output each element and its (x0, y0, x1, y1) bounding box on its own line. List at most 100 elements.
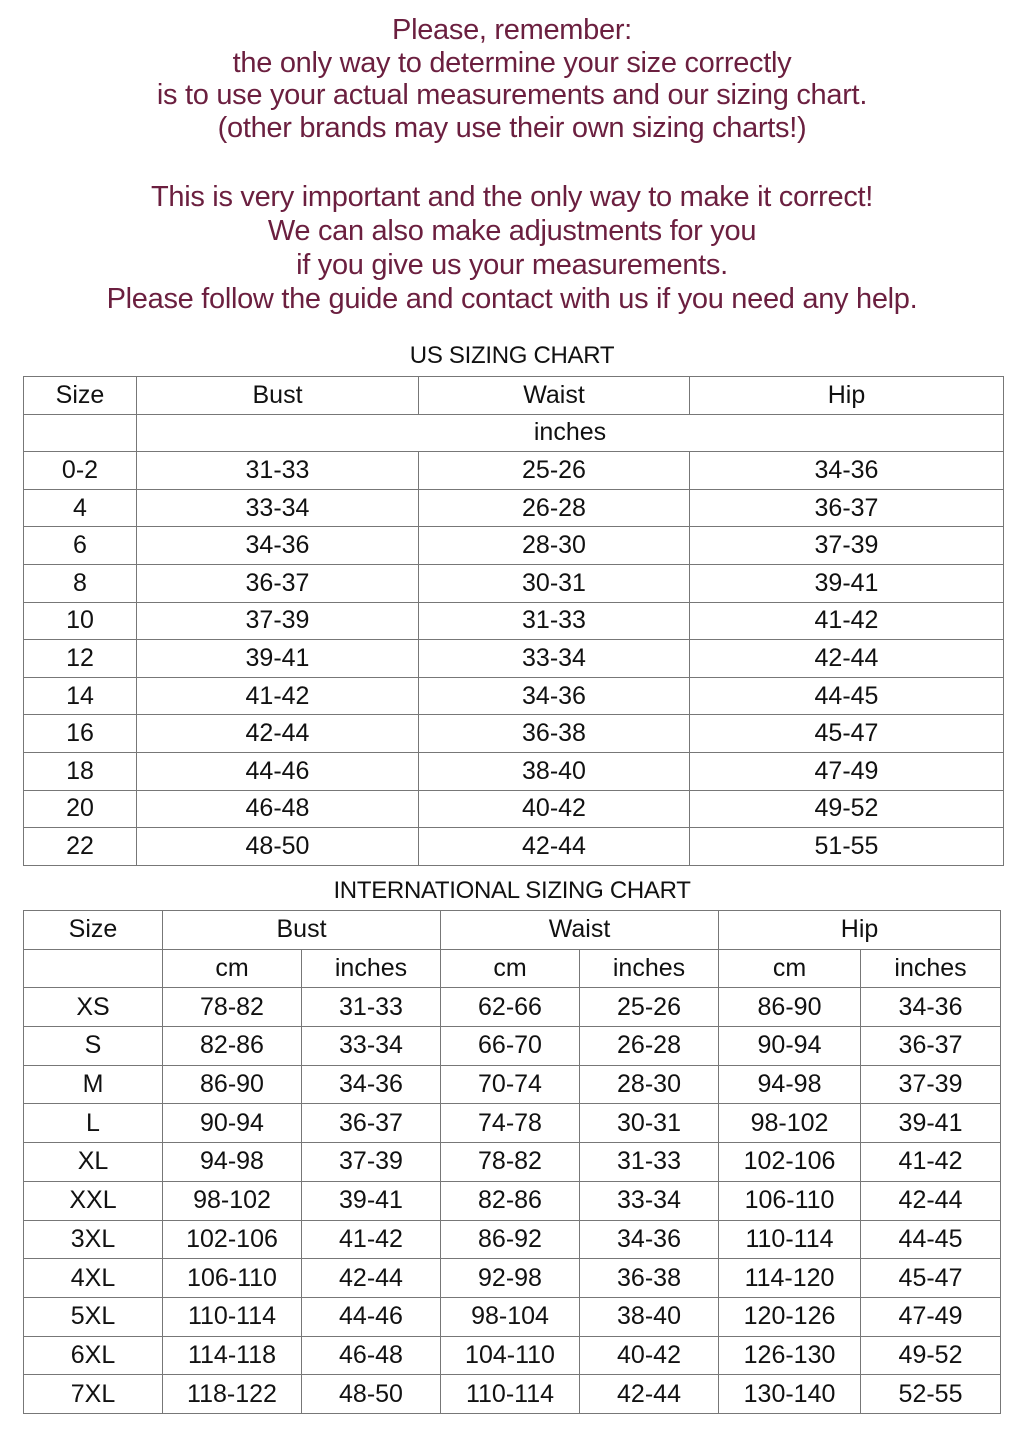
measurement-cell: 70-74 (440, 1064, 580, 1105)
measurement-cell: 46-48 (301, 1335, 441, 1376)
table-row: 6 34-36 28-30 37-39 (23, 526, 1004, 565)
table-row: 4 33-34 26-28 36-37 (23, 488, 1004, 528)
size-cell: 0-2 (23, 451, 137, 490)
measurement-cell: 40-42 (578, 1335, 720, 1376)
measurement-cell: 37-39 (689, 526, 1004, 565)
measurement-cell: 120-126 (718, 1296, 862, 1337)
notice-line: is to use your actual measurements and o… (156, 79, 868, 111)
measurement-cell: 110-114 (718, 1219, 862, 1260)
measurement-cell: 48-50 (136, 827, 419, 866)
us-sizing-table: Size Bust Waist Hip inches 0-2 31-33 25-26… (23, 376, 1004, 866)
size-cell: XL (23, 1142, 163, 1182)
table-row: 3XL 102-106 41-42 86-92 34-36 110-114 44-45 (23, 1219, 1002, 1260)
measurement-cell: 52-55 (860, 1374, 1002, 1414)
measurement-cell: 118-122 (162, 1374, 302, 1414)
size-cell: 18 (23, 751, 137, 791)
notice-paragraph-1: Please, remember: the only way to determ… (0, 14, 1024, 144)
size-cell: S (23, 1026, 163, 1066)
size-cell: 6XL (23, 1335, 163, 1376)
measurement-cell: 45-47 (689, 714, 1004, 753)
measurement-cell: 31-33 (578, 1142, 720, 1182)
measurement-cell: 82-86 (162, 1026, 302, 1066)
unit-label: inches (136, 413, 1004, 453)
unit-row: cm inches cm inches cm inches (23, 948, 1002, 989)
measurement-cell: 86-92 (440, 1219, 580, 1260)
measurement-cell: 36-37 (860, 1026, 1002, 1066)
size-cell: 14 (23, 676, 137, 716)
table-row: 4XL 106-110 42-44 92-98 36-38 114-120 45-47 (23, 1258, 1002, 1298)
intro-notice: Please, remember: the only way to determ… (0, 14, 1024, 316)
measurement-cell: 104-110 (440, 1335, 580, 1376)
measurement-cell: 34-36 (136, 526, 419, 565)
size-cell: 12 (23, 639, 137, 678)
size-cell: XXL (23, 1180, 163, 1221)
table-row: 7XL 118-122 48-50 110-114 42-44 130-140 52-55 (23, 1374, 1002, 1414)
measurement-cell: 90-94 (162, 1103, 302, 1144)
unit-row: inches (23, 413, 1004, 453)
measurement-cell: 62-66 (440, 987, 580, 1028)
measurement-cell: 30-31 (578, 1103, 720, 1144)
measurement-cell: 34-36 (578, 1219, 720, 1260)
measurement-cell: 39-41 (136, 639, 419, 678)
measurement-cell: 42-44 (860, 1180, 1002, 1221)
measurement-cell: 98-104 (440, 1296, 580, 1337)
measurement-cell: 31-33 (418, 601, 690, 641)
measurement-cell: 39-41 (301, 1180, 441, 1221)
measurement-cell: 45-47 (860, 1258, 1002, 1298)
measurement-cell: 31-33 (301, 987, 441, 1028)
measurement-cell: 126-130 (718, 1335, 862, 1376)
measurement-cell: 40-42 (418, 789, 690, 829)
unit-label: cm (440, 948, 580, 989)
measurement-cell: 26-28 (418, 488, 690, 528)
measurement-cell: 51-55 (689, 827, 1004, 866)
measurement-cell: 49-52 (689, 789, 1004, 829)
measurement-cell: 36-37 (301, 1103, 441, 1144)
table-row: 16 42-44 36-38 45-47 (23, 714, 1004, 753)
unit-label: cm (718, 948, 862, 989)
table-row: 20 46-48 40-42 49-52 (23, 789, 1004, 829)
measurement-cell: 47-49 (860, 1296, 1002, 1337)
measurement-cell: 30-31 (418, 563, 690, 603)
size-cell: 5XL (23, 1296, 163, 1337)
measurement-cell: 34-36 (860, 987, 1002, 1028)
measurement-cell: 110-114 (440, 1374, 580, 1414)
header-hip: Hip (689, 376, 1004, 415)
measurement-cell: 49-52 (860, 1335, 1002, 1376)
size-cell: 10 (23, 601, 137, 641)
size-cell: 3XL (23, 1219, 163, 1260)
header-row: Size Bust Waist Hip (23, 910, 1002, 950)
intl-chart-title: INTERNATIONAL SIZING CHART (333, 877, 691, 904)
measurement-cell: 92-98 (440, 1258, 580, 1298)
notice-line: the only way to determine your size corr… (232, 46, 792, 79)
size-cell: 7XL (23, 1374, 163, 1414)
measurement-cell: 34-36 (418, 676, 690, 716)
measurement-cell: 41-42 (689, 601, 1004, 641)
measurement-cell: 37-39 (301, 1142, 441, 1182)
table-row: L 90-94 36-37 74-78 30-31 98-102 39-41 (23, 1103, 1002, 1144)
header-size: Size (23, 376, 137, 415)
measurement-cell: 102-106 (162, 1219, 302, 1260)
header-hip: Hip (718, 910, 1002, 950)
measurement-cell: 114-118 (162, 1335, 302, 1376)
empty-cell (23, 948, 163, 989)
header-size: Size (23, 910, 163, 950)
measurement-cell: 42-44 (301, 1258, 441, 1298)
measurement-cell: 98-102 (162, 1180, 302, 1221)
measurement-cell: 36-38 (418, 714, 690, 753)
measurement-cell: 31-33 (136, 451, 419, 490)
measurement-cell: 33-34 (578, 1180, 720, 1221)
measurement-cell: 86-90 (718, 987, 862, 1028)
measurement-cell: 25-26 (418, 451, 690, 490)
measurement-cell: 42-44 (689, 639, 1004, 678)
notice-paragraph-2: This is very important and the only way … (0, 180, 1024, 316)
notice-line: if you give us your measurements. (296, 249, 728, 281)
measurement-cell: 26-28 (578, 1026, 720, 1066)
measurement-cell: 130-140 (718, 1374, 862, 1414)
notice-line: Please follow the guide and contact with… (106, 283, 918, 315)
measurement-cell: 106-110 (162, 1258, 302, 1298)
measurement-cell: 39-41 (860, 1103, 1002, 1144)
measurement-cell: 86-90 (162, 1064, 302, 1105)
measurement-cell: 28-30 (578, 1064, 720, 1105)
unit-label: inches (578, 948, 720, 989)
measurement-cell: 98-102 (718, 1103, 862, 1144)
